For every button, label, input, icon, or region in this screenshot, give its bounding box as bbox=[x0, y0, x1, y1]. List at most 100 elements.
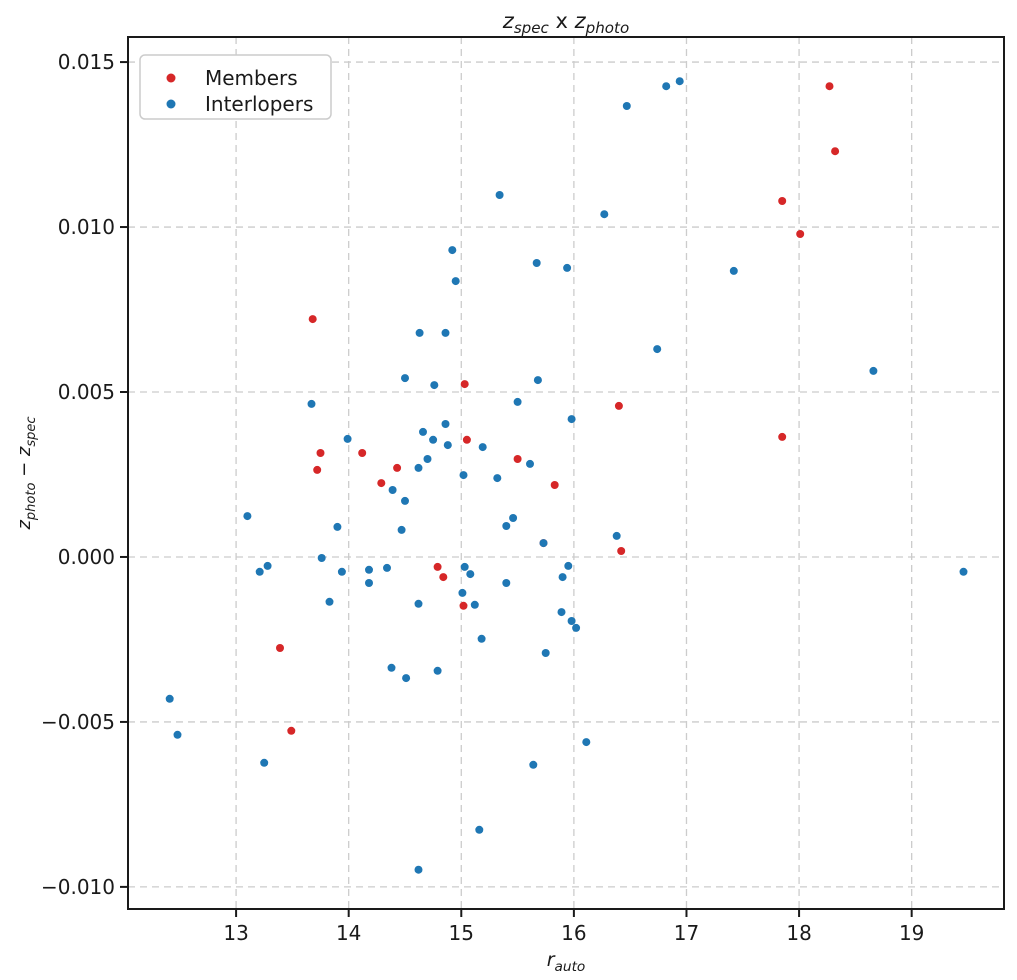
interloper-point bbox=[557, 608, 566, 617]
interloper-point bbox=[414, 463, 423, 472]
interloper-point bbox=[529, 760, 538, 769]
interloper-point bbox=[414, 599, 423, 608]
interloper-point bbox=[388, 486, 397, 494]
member-point bbox=[614, 401, 623, 410]
x-tick-label: 17 bbox=[674, 921, 699, 945]
member-point bbox=[459, 601, 468, 610]
member-point bbox=[831, 147, 840, 156]
interloper-point bbox=[526, 459, 534, 468]
y-axis-label: zphoto​ − zspec​ bbox=[14, 416, 39, 530]
member-point bbox=[377, 479, 386, 488]
member-point bbox=[550, 481, 559, 489]
x-axis-label: rauto​ bbox=[547, 949, 586, 975]
member-point bbox=[513, 455, 522, 463]
legend-marker-members bbox=[166, 73, 176, 83]
interloper-point bbox=[263, 561, 272, 570]
interloper-point bbox=[165, 694, 174, 703]
interloper-point bbox=[387, 663, 396, 672]
interloper-point bbox=[612, 531, 621, 540]
interloper-point bbox=[869, 366, 878, 375]
y-tick-label: 0.015 bbox=[58, 50, 115, 74]
member-point bbox=[617, 547, 626, 555]
interloper-point bbox=[429, 435, 438, 444]
interloper-point bbox=[493, 474, 502, 483]
interloper-point bbox=[441, 420, 450, 428]
interloper-point bbox=[541, 649, 550, 657]
interloper-point bbox=[173, 730, 182, 739]
interloper-point bbox=[401, 496, 409, 505]
interloper-point bbox=[255, 567, 264, 576]
interloper-point bbox=[433, 666, 442, 675]
interloper-point bbox=[622, 102, 631, 110]
interloper-point bbox=[343, 434, 352, 443]
interloper-point bbox=[365, 579, 373, 587]
interloper-point bbox=[317, 554, 326, 562]
member-point bbox=[439, 573, 448, 582]
interloper-point bbox=[959, 567, 968, 576]
interloper-point bbox=[539, 539, 548, 548]
interloper-point bbox=[397, 525, 406, 534]
interloper-point bbox=[419, 427, 427, 436]
member-point bbox=[393, 463, 402, 472]
member-point bbox=[433, 562, 442, 571]
plot-border bbox=[127, 36, 1005, 910]
interloper-point bbox=[414, 865, 423, 874]
interloper-point bbox=[564, 561, 573, 570]
interloper-point bbox=[260, 758, 269, 767]
member-point bbox=[778, 432, 787, 441]
interloper-point bbox=[582, 738, 591, 747]
interloper-point bbox=[600, 210, 609, 219]
interloper-point bbox=[466, 570, 475, 579]
interloper-point bbox=[567, 617, 576, 625]
interloper-point bbox=[325, 597, 334, 606]
interloper-point bbox=[337, 567, 346, 576]
x-tick-label: 19 bbox=[899, 921, 924, 945]
interloper-point bbox=[502, 579, 511, 587]
interloper-point bbox=[430, 381, 439, 390]
y-tick-label: −0.005 bbox=[41, 710, 115, 734]
interloper-point bbox=[402, 674, 411, 683]
x-tick-label: 15 bbox=[449, 921, 474, 945]
interloper-point bbox=[675, 77, 684, 86]
y-tick-label: −0.010 bbox=[41, 875, 115, 899]
interloper-point bbox=[653, 345, 662, 354]
interloper-point bbox=[532, 259, 541, 267]
member-point bbox=[313, 465, 322, 474]
member-point bbox=[796, 230, 805, 238]
y-tick-label: 0.010 bbox=[58, 215, 115, 239]
interloper-point bbox=[558, 573, 567, 582]
interloper-point bbox=[307, 399, 316, 408]
interloper-point bbox=[365, 565, 373, 574]
legend-box bbox=[139, 54, 332, 120]
member-point bbox=[462, 435, 471, 444]
interloper-point bbox=[729, 266, 738, 275]
member-point bbox=[358, 449, 367, 457]
legend-label-interlopers: Interlopers bbox=[205, 92, 313, 116]
x-tick-label: 14 bbox=[336, 921, 361, 945]
interloper-point bbox=[662, 82, 671, 91]
interloper-point bbox=[563, 263, 572, 272]
member-point bbox=[276, 644, 284, 652]
interloper-point bbox=[495, 191, 504, 199]
interloper-point bbox=[458, 588, 467, 597]
member-point bbox=[460, 380, 469, 389]
interloper-point bbox=[448, 246, 457, 255]
x-tick-label: 16 bbox=[561, 921, 586, 945]
interloper-point bbox=[477, 634, 486, 643]
member-point bbox=[825, 82, 834, 91]
member-point bbox=[287, 726, 296, 735]
interloper-point bbox=[443, 441, 452, 450]
interloper-point bbox=[509, 514, 518, 522]
interloper-point bbox=[533, 376, 542, 385]
interloper-point bbox=[441, 328, 450, 337]
member-point bbox=[316, 449, 325, 457]
x-tick-label: 13 bbox=[223, 921, 248, 945]
interloper-point bbox=[333, 522, 342, 531]
interloper-point bbox=[423, 455, 432, 463]
interloper-point bbox=[572, 623, 581, 632]
chart-title: zspec​ x zphoto​ bbox=[502, 9, 629, 37]
interloper-point bbox=[243, 512, 252, 521]
